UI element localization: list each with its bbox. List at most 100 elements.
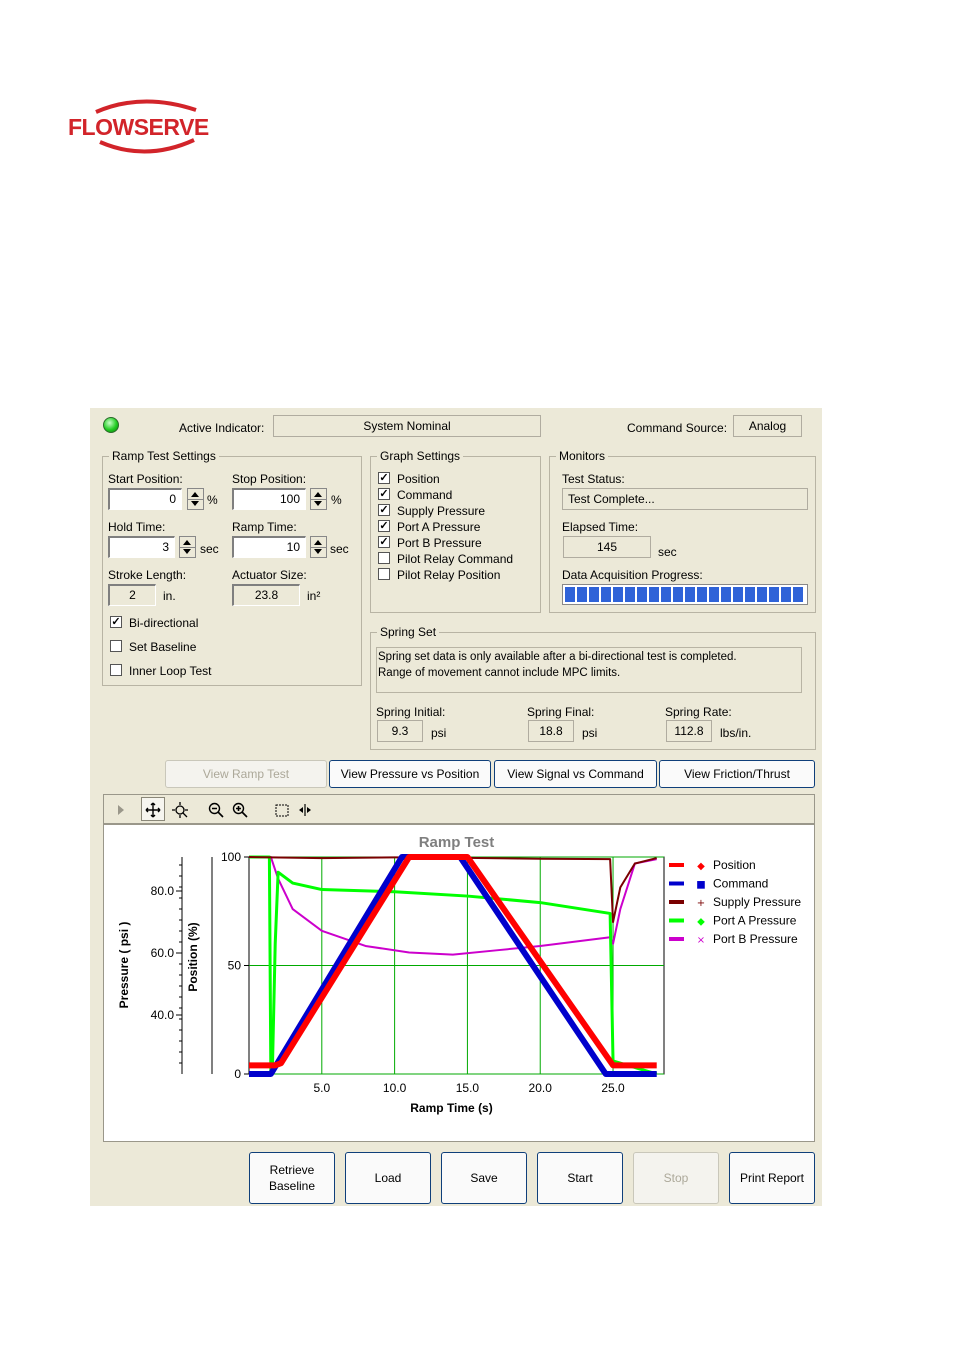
stop-position-unit: % xyxy=(331,493,342,507)
ramp-test-chart: Ramp Test 5.0 10.0 15.0 20.0 25.0 0 50 100 40.0 60… xyxy=(117,834,801,1115)
x-tick-label: 10.0 xyxy=(383,1081,407,1095)
progress-segment xyxy=(793,587,803,602)
spring-initial-unit: psi xyxy=(431,726,447,740)
position-tick-label: 100 xyxy=(221,850,241,864)
progress-segment xyxy=(649,587,659,602)
stroke-length-input[interactable]: 2 xyxy=(108,584,156,606)
cursor-split-icon[interactable] xyxy=(297,802,313,818)
save-button[interactable]: Save xyxy=(441,1152,527,1204)
start-position-input[interactable]: 0 xyxy=(108,488,182,510)
ramp-time-spinner[interactable] xyxy=(310,536,327,558)
zoom-out-icon[interactable] xyxy=(208,802,224,818)
graph-pilot-relay-position-label: Pilot Relay Position xyxy=(397,568,501,582)
elapsed-time-unit: sec xyxy=(658,545,677,559)
progress-segment xyxy=(625,587,635,602)
hold-time-input[interactable]: 3 xyxy=(108,536,175,558)
graph-supply-pressure-checkbox[interactable]: ✓ xyxy=(378,504,390,516)
zoom-fit-icon[interactable] xyxy=(172,802,188,818)
graph-port-b-label: Port B Pressure xyxy=(397,536,482,550)
progress-segment xyxy=(601,587,611,602)
logo-swoosh xyxy=(95,99,197,154)
inner-loop-test-checkbox[interactable] xyxy=(110,664,122,676)
graph-position-checkbox[interactable]: ✓ xyxy=(378,472,390,484)
actuator-size-input[interactable]: 23.8 xyxy=(232,584,300,606)
spring-rate-field: 112.8 xyxy=(666,720,712,742)
bi-directional-checkbox[interactable]: ✓ xyxy=(110,616,122,628)
progress-segment xyxy=(637,587,647,602)
pressure-tick-label: 80.0 xyxy=(151,884,175,898)
graph-command-checkbox[interactable]: ✓ xyxy=(378,488,390,500)
tab-view-signal-vs-command[interactable]: View Signal vs Command xyxy=(494,760,657,788)
x-axis-label: Ramp Time (s) xyxy=(410,1101,492,1115)
hold-time-label: Hold Time: xyxy=(108,520,166,534)
legend-label: Port A Pressure xyxy=(713,914,797,928)
graph-pilot-relay-command-checkbox[interactable] xyxy=(378,552,390,564)
active-indicator-field: System Nominal xyxy=(273,415,541,437)
stop-position-input[interactable]: 100 xyxy=(232,488,306,510)
load-button[interactable]: Load xyxy=(345,1152,431,1204)
start-button[interactable]: Start xyxy=(537,1152,623,1204)
progress-segment xyxy=(577,587,587,602)
position-tick-label: 0 xyxy=(234,1067,241,1081)
x-tick-label: 15.0 xyxy=(456,1081,480,1095)
graph-pilot-relay-command-label: Pilot Relay Command xyxy=(397,552,514,566)
tab-view-friction-thrust[interactable]: View Friction/Thrust xyxy=(659,760,815,788)
legend-marker: ◆ xyxy=(697,861,705,872)
progress-segment xyxy=(769,587,779,602)
graph-position-label: Position xyxy=(397,472,440,486)
actuator-size-label: Actuator Size: xyxy=(232,568,307,582)
hold-time-spinner[interactable] xyxy=(179,536,196,558)
progress-segment xyxy=(721,587,731,602)
ramp-time-unit: sec xyxy=(330,542,349,556)
spring-set-group: Spring Set xyxy=(370,625,816,750)
retrieve-baseline-button[interactable]: Retrieve Baseline xyxy=(249,1152,335,1204)
elapsed-time-label: Elapsed Time: xyxy=(562,520,639,534)
tab-view-ramp-test[interactable]: View Ramp Test xyxy=(165,760,327,788)
progress-segment xyxy=(781,587,791,602)
spring-final-label: Spring Final: xyxy=(527,705,595,719)
elapsed-time-field: 145 xyxy=(563,536,651,558)
ramp-test-settings-group: Ramp Test Settings xyxy=(102,449,362,686)
progress-segment xyxy=(673,587,683,602)
series-line-supply-pressure xyxy=(249,856,657,924)
graph-port-b-checkbox[interactable]: ✓ xyxy=(378,536,390,548)
x-tick-label: 5.0 xyxy=(313,1081,330,1095)
progress-segment xyxy=(709,587,719,602)
series-line-position xyxy=(249,854,657,1069)
stroke-length-unit: in. xyxy=(163,589,176,603)
ramp-time-input[interactable]: 10 xyxy=(232,536,306,558)
legend-marker: ◆ xyxy=(697,917,705,928)
position-tick-label: 50 xyxy=(228,959,242,973)
progress-segment xyxy=(661,587,671,602)
flowserve-logo: FLOWSERVE xyxy=(66,98,218,158)
spring-set-message-line2: Range of movement cannot include MPC lim… xyxy=(378,667,621,679)
pressure-tick-label: 60.0 xyxy=(151,946,175,960)
ramp-test-chart-panel: Ramp Test 5.0 10.0 15.0 20.0 25.0 0 50 100 40.0 60… xyxy=(103,824,815,1142)
spring-rate-unit: lbs/in. xyxy=(720,726,752,740)
progress-segment xyxy=(589,587,599,602)
play-icon[interactable] xyxy=(113,802,129,818)
set-baseline-checkbox[interactable] xyxy=(110,640,122,652)
data-acquisition-progress-bar xyxy=(562,584,808,605)
stop-button[interactable]: Stop xyxy=(633,1152,719,1204)
start-position-unit: % xyxy=(207,493,218,507)
graph-port-a-checkbox[interactable]: ✓ xyxy=(378,520,390,532)
command-source-field: Analog xyxy=(733,415,802,437)
print-report-button[interactable]: Print Report xyxy=(729,1152,815,1204)
stop-position-label: Stop Position: xyxy=(232,472,307,486)
graph-pilot-relay-position-checkbox[interactable] xyxy=(378,568,390,580)
start-position-spinner[interactable] xyxy=(187,488,204,510)
x-tick-label: 20.0 xyxy=(529,1081,553,1095)
select-box-icon[interactable] xyxy=(274,802,290,818)
spring-set-message-line1: Spring set data is only available after … xyxy=(378,651,737,663)
pan-icon[interactable] xyxy=(145,802,161,818)
progress-segment xyxy=(565,587,575,602)
graph-settings-group: Graph Settings xyxy=(370,449,541,613)
stop-position-spinner[interactable] xyxy=(310,488,327,510)
zoom-in-icon[interactable] xyxy=(232,802,248,818)
legend-label: Position xyxy=(713,858,756,872)
series-line-port-b-pressure xyxy=(249,856,657,956)
tab-view-pressure-vs-position[interactable]: View Pressure vs Position xyxy=(329,760,491,788)
test-status-field: Test Complete... xyxy=(562,488,808,510)
progress-segment xyxy=(757,587,767,602)
